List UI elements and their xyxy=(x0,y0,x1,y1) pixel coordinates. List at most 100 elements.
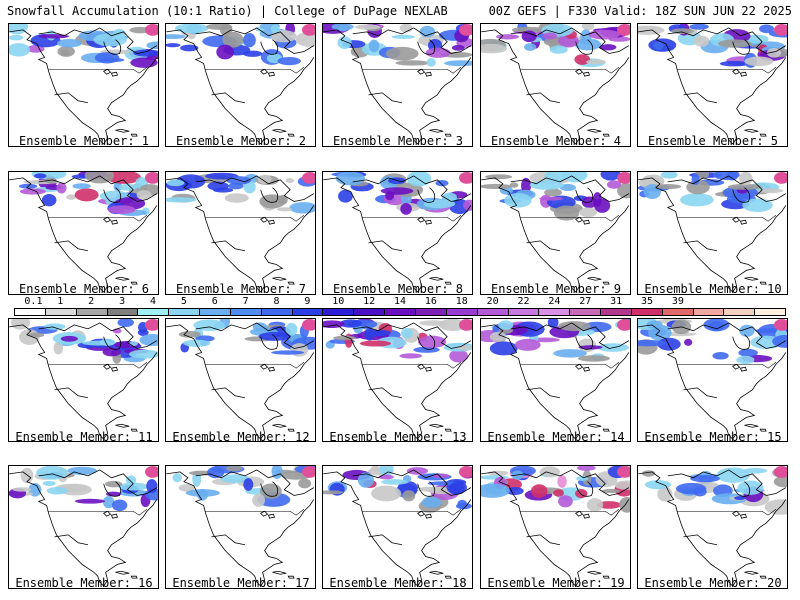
map-graphic xyxy=(323,172,472,293)
coastlines xyxy=(638,469,787,587)
legend-label: 10 xyxy=(332,296,345,307)
map-graphic xyxy=(166,319,315,440)
legend-swatch xyxy=(15,309,46,315)
coastlines xyxy=(638,322,787,440)
coastlines xyxy=(9,322,158,440)
snowfall-shading xyxy=(481,24,630,68)
coastlines xyxy=(481,175,630,293)
map-graphic xyxy=(481,172,630,293)
snowfall-shading xyxy=(638,319,787,365)
ensemble-map-14 xyxy=(480,318,631,442)
legend-swatch xyxy=(601,309,632,315)
map-graphic xyxy=(9,466,158,587)
ensemble-map-3 xyxy=(322,23,473,147)
ensemble-member-label: Ensemble Member: 3 xyxy=(332,134,464,148)
snowfall-shading xyxy=(10,319,158,364)
legend-swatch xyxy=(693,309,725,315)
ensemble-member-label: Ensemble Member: 16 xyxy=(15,576,153,590)
legend-swatch xyxy=(539,309,571,315)
coastlines xyxy=(166,27,315,145)
legend-label: 9 xyxy=(304,296,311,307)
legend-swatch xyxy=(292,309,324,315)
snowfall-shading xyxy=(166,24,315,66)
legend-label: 2 xyxy=(88,296,95,307)
snowfall-shading xyxy=(178,319,315,357)
run-info: 00Z GEFS | F330 Valid: 18Z SUN JUN 22 20… xyxy=(488,4,792,18)
legend-color-bar xyxy=(14,308,786,316)
map-graphic xyxy=(638,24,787,145)
legend-label: 7 xyxy=(242,296,249,307)
ensemble-map-1 xyxy=(8,23,159,147)
legend-label: 6 xyxy=(211,296,218,307)
map-title: Snowfall Accumulation (10:1 Ratio) | Col… xyxy=(7,4,448,18)
map-graphic xyxy=(481,319,630,440)
legend-swatch xyxy=(508,309,540,315)
ensemble-member-label: Ensemble Member: 20 xyxy=(644,576,782,590)
ensemble-map-17 xyxy=(165,465,316,589)
coastlines xyxy=(481,322,630,440)
coastlines xyxy=(323,27,472,145)
ensemble-member-label: Ensemble Member: 11 xyxy=(15,430,153,444)
ensemble-map-9 xyxy=(480,171,631,295)
legend-swatch xyxy=(323,309,355,315)
snowfall-shading xyxy=(9,466,158,512)
coastlines xyxy=(481,27,630,145)
coastlines xyxy=(323,322,472,440)
ensemble-member-label: Ensemble Member: 4 xyxy=(490,134,622,148)
legend-label: 22 xyxy=(517,296,530,307)
legend-swatch xyxy=(45,309,77,315)
legend-swatch xyxy=(354,309,386,315)
legend-label: 14 xyxy=(393,296,407,307)
ensemble-map-8 xyxy=(322,171,473,295)
snowfall-shading xyxy=(481,466,630,513)
legend-label: 16 xyxy=(424,296,437,307)
ensemble-member-label: Ensemble Member: 17 xyxy=(172,576,310,590)
legend-label: 4 xyxy=(149,296,156,307)
legend-label: 24 xyxy=(548,296,561,307)
map-graphic xyxy=(323,24,472,145)
map-graphic xyxy=(323,319,472,440)
map-graphic xyxy=(166,466,315,587)
snowfall-shading xyxy=(642,466,787,515)
legend-swatch xyxy=(107,309,139,315)
snowfall-shading xyxy=(166,172,315,214)
legend-swatch xyxy=(631,309,663,315)
ensemble-member-label: Ensemble Member: 8 xyxy=(332,282,464,296)
ensemble-member-label: Ensemble Member: 10 xyxy=(644,282,782,296)
legend-swatch xyxy=(662,309,694,315)
legend-swatch xyxy=(76,309,108,315)
legend-swatch xyxy=(477,309,509,315)
legend-swatch xyxy=(415,309,447,315)
color-legend: 0.1 1 2 3 4 5 6 7 8 9 10 12 14 16 18 20 22 24 27 31 35 39 xyxy=(14,296,786,318)
map-graphic xyxy=(323,466,472,587)
coastlines xyxy=(323,175,472,293)
snowfall-shading xyxy=(323,24,472,67)
ensemble-map-7 xyxy=(165,171,316,295)
map-graphic xyxy=(9,24,158,145)
snowfall-shading xyxy=(323,319,472,363)
ensemble-map-4 xyxy=(480,23,631,147)
ensemble-map-11 xyxy=(8,318,159,442)
ensemble-map-10 xyxy=(637,171,788,295)
snowfall-shading xyxy=(323,466,472,513)
legend-swatch xyxy=(385,309,416,315)
snowfall-shading xyxy=(172,466,315,507)
map-graphic xyxy=(166,172,315,293)
snowfall-shading xyxy=(481,172,630,221)
snowfall-shading xyxy=(481,319,630,362)
ensemble-member-label: Ensemble Member: 13 xyxy=(329,430,467,444)
legend-label: 3 xyxy=(119,296,126,307)
map-graphic xyxy=(638,319,787,440)
legend-swatch xyxy=(755,309,786,315)
legend-label: 18 xyxy=(455,296,468,307)
map-graphic xyxy=(166,24,315,145)
snowfall-shading xyxy=(18,172,158,216)
ensemble-map-18 xyxy=(322,465,473,589)
ensemble-map-15 xyxy=(637,318,788,442)
ensemble-member-label: Ensemble Member: 1 xyxy=(18,134,150,148)
map-graphic xyxy=(9,319,158,440)
ensemble-map-20 xyxy=(637,465,788,589)
snowfall-shading xyxy=(638,172,787,213)
legend-label: 8 xyxy=(273,296,280,307)
legend-label: 12 xyxy=(363,296,376,307)
